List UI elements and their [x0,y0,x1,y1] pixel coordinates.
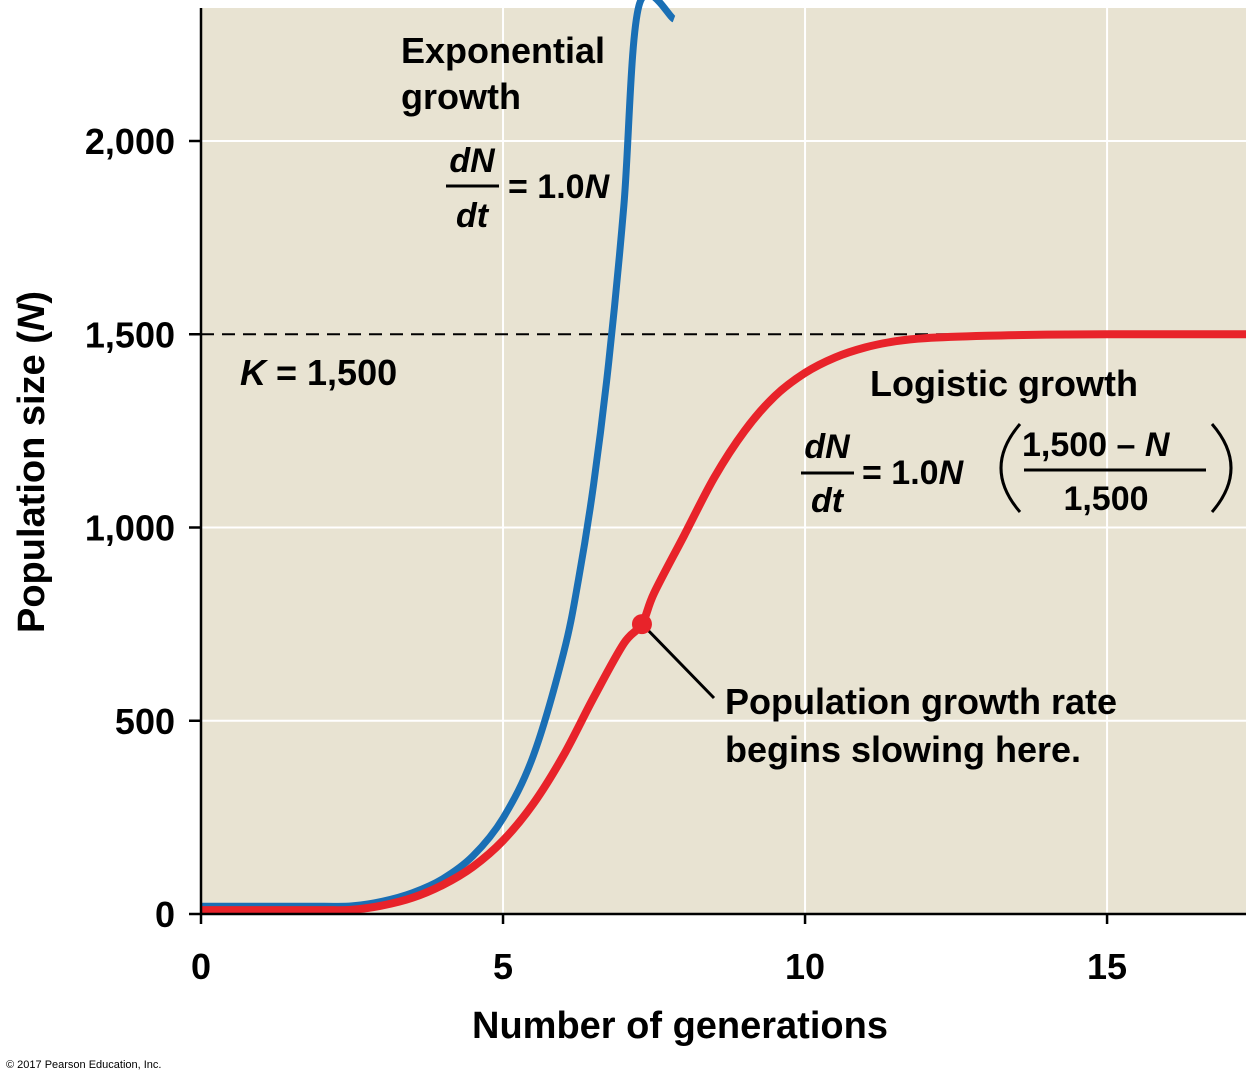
logistic-eq-left-paren [999,423,1022,513]
callout-leader-line [646,629,716,700]
x-tick-label: 10 [785,946,825,987]
series-line-logistic [201,330,1246,915]
exponential-eq-denominator: dt [456,197,490,235]
y-tick-label: 500 [115,701,175,742]
exponential-eq-numerator: dN [449,142,496,180]
x-tick-label: 0 [191,946,211,987]
logistic-frac-denominator: 1,500 [1063,480,1148,518]
copyright-text: © 2017 Pearson Education, Inc. [6,1059,161,1071]
exponential-eq-rhs: = 1.0N [508,168,611,206]
y-tick-label: 0 [155,894,175,935]
logistic-title: Logistic growth [870,363,1138,404]
logistic-eq-right-paren [1210,423,1233,513]
exponential-title-line2: growth [401,76,521,117]
logistic-eq-rhs: = 1.0N [862,454,965,492]
y-tick-label: 2,000 [85,121,175,162]
callout-line2: begins slowing here. [725,729,1081,770]
y-axis-title: Population size (N) [11,291,53,633]
growth-slowing-point [631,614,652,635]
exponential-title-line1: Exponential [401,30,605,71]
y-tick-label: 1,000 [85,508,175,549]
x-tick-label: 5 [493,946,513,987]
logistic-eq-denominator: dt [811,482,845,520]
series-lines [201,0,1246,915]
logistic-frac-numerator: 1,500 – N [1022,426,1171,464]
axis-ticks: 0 5 10 15 0 500 1,000 1,500 2,000 [85,121,1127,987]
x-tick-label: 15 [1087,946,1127,987]
x-axis-title: Number of generations [472,1005,888,1047]
axes [199,8,1246,916]
k-label: K = 1,500 [240,352,397,393]
y-tick-label: 1,500 [85,314,175,355]
logistic-eq-numerator: dN [804,428,851,466]
callout-line1: Population growth rate [725,681,1117,722]
grid-lines [201,8,1246,914]
